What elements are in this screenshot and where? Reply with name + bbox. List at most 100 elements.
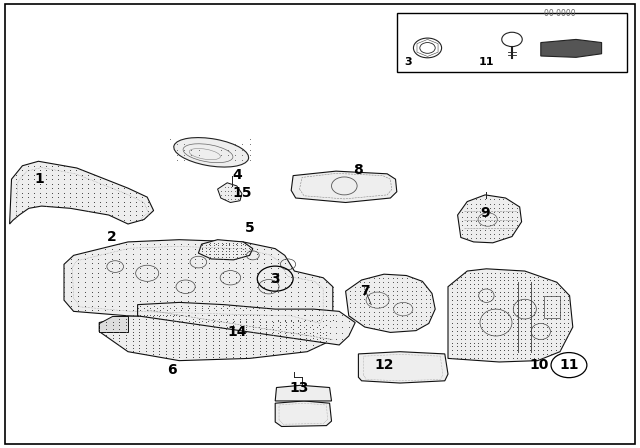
Point xyxy=(499,277,509,284)
Point xyxy=(181,348,191,355)
Point xyxy=(533,281,543,288)
Point xyxy=(525,281,535,288)
Point xyxy=(369,275,379,282)
Point xyxy=(503,273,513,280)
Point xyxy=(508,204,518,211)
Point xyxy=(516,327,526,335)
Point xyxy=(121,322,131,329)
Point xyxy=(482,323,492,331)
Point xyxy=(58,198,68,205)
Point xyxy=(190,255,200,262)
Point xyxy=(529,335,539,342)
Point xyxy=(460,347,470,354)
Point xyxy=(516,281,526,288)
Point xyxy=(275,332,285,339)
Point xyxy=(183,241,193,248)
Point xyxy=(489,204,499,211)
Point xyxy=(29,167,39,174)
Point xyxy=(542,335,552,342)
Point xyxy=(292,329,303,336)
Point xyxy=(315,328,325,336)
Point xyxy=(73,279,83,286)
Point xyxy=(190,302,200,309)
Point xyxy=(402,325,412,332)
Point xyxy=(392,325,403,332)
Point xyxy=(95,198,105,205)
Point xyxy=(486,269,496,276)
Point xyxy=(477,304,488,311)
Point xyxy=(183,283,193,290)
Point xyxy=(177,305,188,312)
Point xyxy=(546,335,556,342)
Point xyxy=(136,207,147,214)
Point xyxy=(318,323,328,330)
Point xyxy=(29,202,39,210)
Point xyxy=(114,335,124,342)
Point xyxy=(195,344,205,351)
Point xyxy=(301,348,312,355)
Point xyxy=(490,331,500,338)
Point xyxy=(508,351,518,358)
Point xyxy=(252,302,262,309)
Polygon shape xyxy=(541,39,602,57)
Point xyxy=(255,319,265,326)
Point xyxy=(482,304,492,311)
Point xyxy=(369,287,379,294)
Point xyxy=(174,319,184,326)
Point xyxy=(261,325,271,332)
Point xyxy=(134,307,145,314)
Point xyxy=(538,354,548,362)
Point xyxy=(525,327,535,335)
Polygon shape xyxy=(275,385,332,401)
Point xyxy=(273,311,283,319)
Point xyxy=(520,289,531,296)
Point xyxy=(490,351,500,358)
Point xyxy=(447,354,458,362)
Point xyxy=(245,307,255,314)
Point xyxy=(465,319,475,327)
Point xyxy=(503,269,513,276)
Point xyxy=(201,332,211,339)
Point xyxy=(486,277,496,284)
Point xyxy=(275,341,285,348)
Point xyxy=(231,250,241,258)
Point xyxy=(312,329,322,336)
Point xyxy=(141,250,152,258)
Point xyxy=(211,274,221,281)
Point xyxy=(299,329,309,336)
Point xyxy=(204,264,214,271)
Point xyxy=(550,300,561,307)
Point xyxy=(266,250,276,258)
Point xyxy=(35,194,45,201)
Point xyxy=(95,180,105,187)
Point xyxy=(286,274,296,281)
Point xyxy=(456,335,466,342)
Point xyxy=(484,200,495,207)
Point xyxy=(195,351,205,358)
Point xyxy=(65,189,75,196)
Point xyxy=(471,196,481,203)
Point xyxy=(255,348,265,355)
Point xyxy=(259,255,269,262)
Point xyxy=(468,312,479,319)
Point xyxy=(224,246,234,253)
Point xyxy=(525,284,535,292)
Point xyxy=(209,245,219,252)
Point xyxy=(499,281,509,288)
Point xyxy=(447,335,458,342)
Point xyxy=(204,255,214,262)
Point xyxy=(460,308,470,315)
Point xyxy=(466,209,476,216)
Point xyxy=(161,335,171,342)
Point xyxy=(498,204,508,211)
Point xyxy=(136,202,147,210)
Point xyxy=(163,279,173,286)
Point xyxy=(337,329,348,336)
Point xyxy=(121,332,131,339)
Point xyxy=(538,343,548,350)
Point xyxy=(559,296,570,303)
Point xyxy=(466,226,476,233)
Point xyxy=(378,308,388,315)
Point xyxy=(300,274,310,281)
Point xyxy=(163,307,173,314)
